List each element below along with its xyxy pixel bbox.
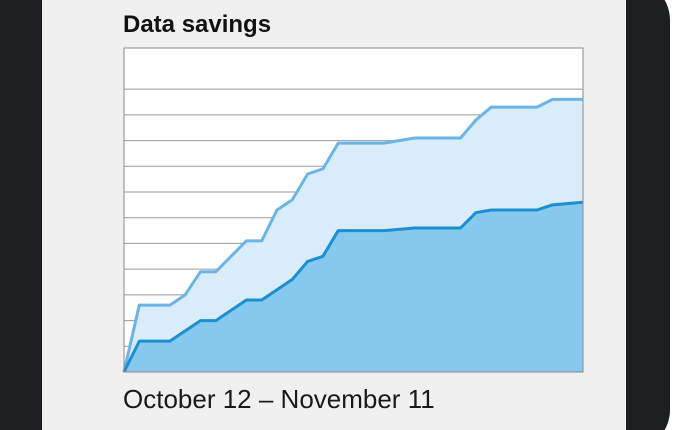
- area-line: [122, 97, 583, 373]
- chart-title: Data savings: [123, 11, 271, 38]
- area-line: [122, 200, 584, 373]
- area-fill: [124, 202, 583, 372]
- date-range: October 12 – November 11: [123, 384, 435, 414]
- plot-border: [123, 47, 584, 373]
